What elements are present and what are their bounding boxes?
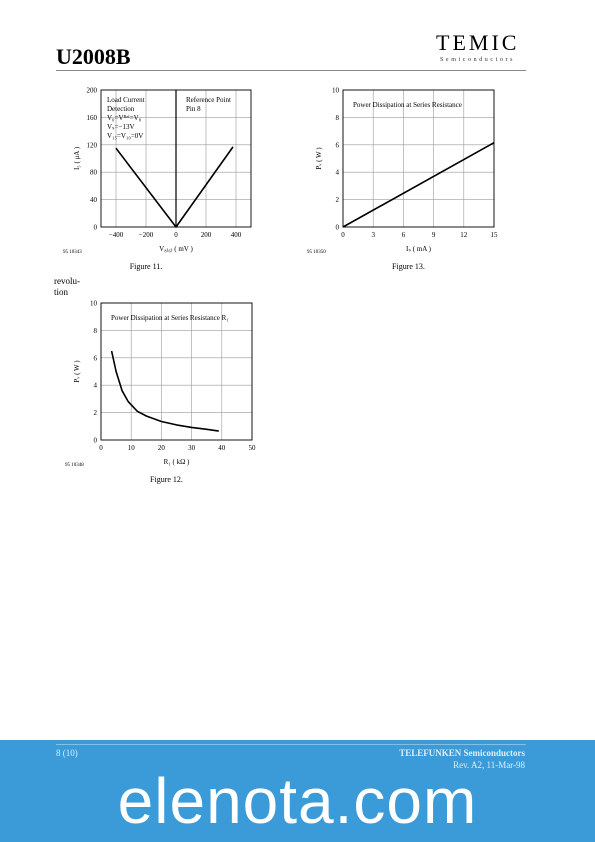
temic-logo: TEMIC [436,30,520,55]
annotation-left: V₁₅=V₁₀=0V [107,132,143,140]
x-axis-label: V₈₍₆₎ ( mV ) [159,245,193,253]
x-tick-label: −200 [139,231,154,239]
x-axis-label: Iₛ ( mA ) [406,245,432,253]
y-tick-label: 4 [94,382,98,390]
y-tick-label: 160 [87,114,98,122]
watermark: elenota.com [117,765,478,837]
y-tick-label: 6 [94,354,98,362]
x-tick-label: 6 [402,231,406,239]
side-text-line: tion [54,287,69,297]
chart-title: Power Dissipation at Series Resistance R… [111,314,229,322]
annotation-right: Pin 8 [186,105,201,113]
x-tick-label: 0 [99,444,103,452]
figure-file-id: 95 10348 [65,463,84,468]
y-tick-label: 120 [87,141,98,149]
series-line [115,146,234,228]
annotation-left: Load Current [107,96,145,104]
y-tick-label: 80 [90,169,98,177]
figure-caption: Figure 13. [392,262,425,271]
x-tick-label: 3 [371,231,375,239]
series-line [110,350,219,432]
x-tick-label: 40 [218,444,226,452]
y-tick-label: 4 [336,169,340,177]
y-tick-label: 0 [336,224,340,232]
header-rule [56,70,526,71]
x-tick-label: 15 [491,231,499,239]
x-tick-label: −400 [109,231,124,239]
figure-13-chart: 0 3 6 9 12 15 0 2 4 6 8 10 Iₛ ( mA ) Pᵥ ( W ) Power Di… [307,87,499,272]
logo-subtitle: Semiconductors [440,57,516,63]
x-tick-label: 30 [188,444,196,452]
plot-frame [100,302,253,441]
figure-11-chart: −400 −200 0 200 400 0 40 80 120 160 200 V₈₍₆₎ ( mV … [63,87,252,271]
x-tick-label: 0 [174,231,178,239]
figure-file-id: 95 10343 [63,250,82,255]
footer-company: TELEFUNKEN Semiconductors [399,748,525,758]
x-tick-label: 50 [249,444,257,452]
y-tick-label: 2 [94,409,98,417]
x-tick-label: 20 [158,444,166,452]
x-tick-label: 0 [341,231,345,239]
x-tick-label: 200 [201,231,212,239]
plot-frame [342,89,495,228]
y-tick-label: 10 [332,87,340,95]
footer-rule [56,744,526,745]
x-axis-label: R₁ ( kΩ ) [164,458,190,466]
y-tick-label: 200 [87,87,98,95]
y-tick-label: 8 [336,114,340,122]
chart-title: Power Dissipation at Series Resistance [353,101,462,109]
y-tick-label: 0 [94,224,98,232]
x-tick-label: 10 [128,444,136,452]
series-line [342,142,495,228]
figure-caption: Figure 11. [130,262,163,271]
x-tick-label: 400 [231,231,242,239]
page-number: 8 (10) [56,748,78,758]
side-text-line: revolu- [54,276,80,286]
y-tick-label: 8 [94,327,98,335]
y-tick-label: 2 [336,196,340,204]
y-axis-label: I₅ ( μA ) [73,146,81,170]
annotation-right: Reference Point [186,96,231,104]
part-number: U2008B [56,44,131,69]
x-tick-label: 12 [460,231,468,239]
y-tick-label: 10 [90,300,98,308]
x-tick-label: 9 [432,231,436,239]
y-axis-label: Pᵥ ( W ) [315,147,323,170]
y-tick-label: 6 [336,141,340,149]
figure-12-chart: 0 10 20 30 40 50 0 2 4 6 8 10 R₁ ( kΩ ) Pᵥ ( W ) Power… [65,300,257,485]
figure-file-id: 95 10350 [307,250,326,255]
annotation-left: Vₛ=−13V [107,123,135,131]
footer-band [0,740,595,842]
annotation-left: V₀=Vᴿᵉᶠ=V₈ [107,114,142,122]
side-text: revolu- tion [54,276,94,298]
footer-revision: Rev. A2, 11-Mar-98 [453,760,525,770]
y-tick-label: 0 [94,437,98,445]
figure-caption: Figure 12. [150,475,183,484]
y-tick-label: 40 [90,196,98,204]
annotation-left: Detection [107,105,135,113]
y-axis-label: Pᵥ ( W ) [73,360,81,383]
